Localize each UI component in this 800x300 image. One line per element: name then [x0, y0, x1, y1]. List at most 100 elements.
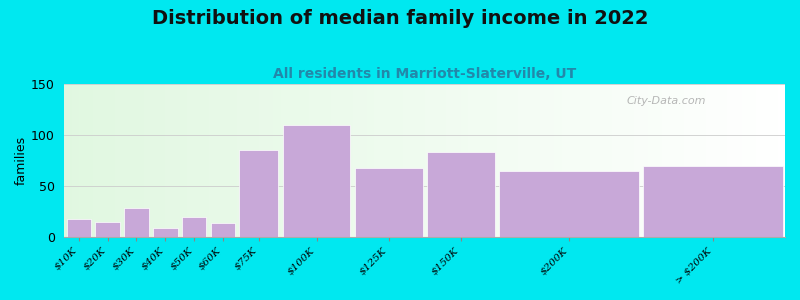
Bar	[216, 84, 223, 237]
Bar	[71, 84, 78, 237]
Bar	[504, 84, 511, 237]
Bar	[353, 84, 360, 237]
Bar	[95, 222, 120, 237]
Bar	[684, 84, 691, 237]
Bar	[302, 84, 310, 237]
Bar	[239, 150, 278, 237]
Bar	[182, 217, 206, 237]
Bar	[166, 84, 173, 237]
Bar	[374, 84, 382, 237]
Bar	[282, 125, 350, 237]
Bar	[331, 84, 338, 237]
Bar	[634, 84, 641, 237]
Bar	[108, 84, 115, 237]
Bar	[389, 84, 396, 237]
Bar	[153, 228, 178, 237]
Bar	[151, 84, 158, 237]
Bar	[547, 84, 554, 237]
Bar	[655, 84, 662, 237]
Bar	[338, 84, 346, 237]
Bar	[115, 84, 122, 237]
Bar	[180, 84, 187, 237]
Bar	[583, 84, 590, 237]
Bar	[238, 84, 245, 237]
Bar	[749, 84, 756, 237]
Bar	[281, 84, 288, 237]
Bar	[648, 84, 655, 237]
Bar	[130, 84, 137, 237]
Bar	[78, 84, 86, 237]
Bar	[468, 84, 475, 237]
Bar	[698, 84, 706, 237]
Bar	[418, 84, 425, 237]
Bar	[425, 84, 432, 237]
Bar	[403, 84, 410, 237]
Bar	[475, 84, 482, 237]
Bar	[569, 84, 576, 237]
Text: City-Data.com: City-Data.com	[626, 96, 706, 106]
Bar	[778, 84, 785, 237]
Bar	[360, 84, 367, 237]
Bar	[288, 84, 295, 237]
Bar	[619, 84, 626, 237]
Bar	[122, 84, 130, 237]
Bar	[554, 84, 562, 237]
Bar	[427, 152, 494, 237]
Bar	[259, 84, 266, 237]
Bar	[245, 84, 252, 237]
Bar	[756, 84, 763, 237]
Bar	[64, 84, 71, 237]
Bar	[187, 84, 194, 237]
Bar	[641, 84, 648, 237]
Bar	[742, 84, 749, 237]
Bar	[626, 84, 634, 237]
Bar	[317, 84, 324, 237]
Bar	[713, 84, 720, 237]
Bar	[734, 84, 742, 237]
Bar	[354, 168, 422, 237]
Bar	[706, 84, 713, 237]
Bar	[230, 84, 238, 237]
Bar	[446, 84, 454, 237]
Bar	[598, 84, 605, 237]
Bar	[691, 84, 698, 237]
Bar	[662, 84, 670, 237]
Bar	[324, 84, 331, 237]
Bar	[144, 84, 151, 237]
Bar	[518, 84, 526, 237]
Bar	[454, 84, 461, 237]
Bar	[223, 84, 230, 237]
Bar	[497, 84, 504, 237]
Bar	[367, 84, 374, 237]
Bar	[533, 84, 540, 237]
Bar	[526, 84, 533, 237]
Bar	[612, 84, 619, 237]
Bar	[173, 84, 180, 237]
Bar	[727, 84, 734, 237]
Bar	[382, 84, 389, 237]
Bar	[86, 84, 93, 237]
Bar	[202, 84, 209, 237]
Bar	[274, 84, 281, 237]
Bar	[266, 84, 274, 237]
Bar	[310, 84, 317, 237]
Bar	[562, 84, 569, 237]
Bar	[482, 84, 490, 237]
Bar	[432, 84, 439, 237]
Bar	[93, 84, 101, 237]
Bar	[720, 84, 727, 237]
Text: Distribution of median family income in 2022: Distribution of median family income in …	[152, 9, 648, 28]
Bar	[643, 166, 783, 237]
Title: All residents in Marriott-Slaterville, UT: All residents in Marriott-Slaterville, U…	[273, 68, 576, 81]
Bar	[490, 84, 497, 237]
Bar	[252, 84, 259, 237]
Bar	[763, 84, 770, 237]
Bar	[410, 84, 418, 237]
Bar	[511, 84, 518, 237]
Bar	[209, 84, 216, 237]
Bar	[590, 84, 598, 237]
Bar	[670, 84, 677, 237]
Bar	[101, 84, 108, 237]
Bar	[124, 208, 149, 237]
Bar	[66, 219, 91, 237]
